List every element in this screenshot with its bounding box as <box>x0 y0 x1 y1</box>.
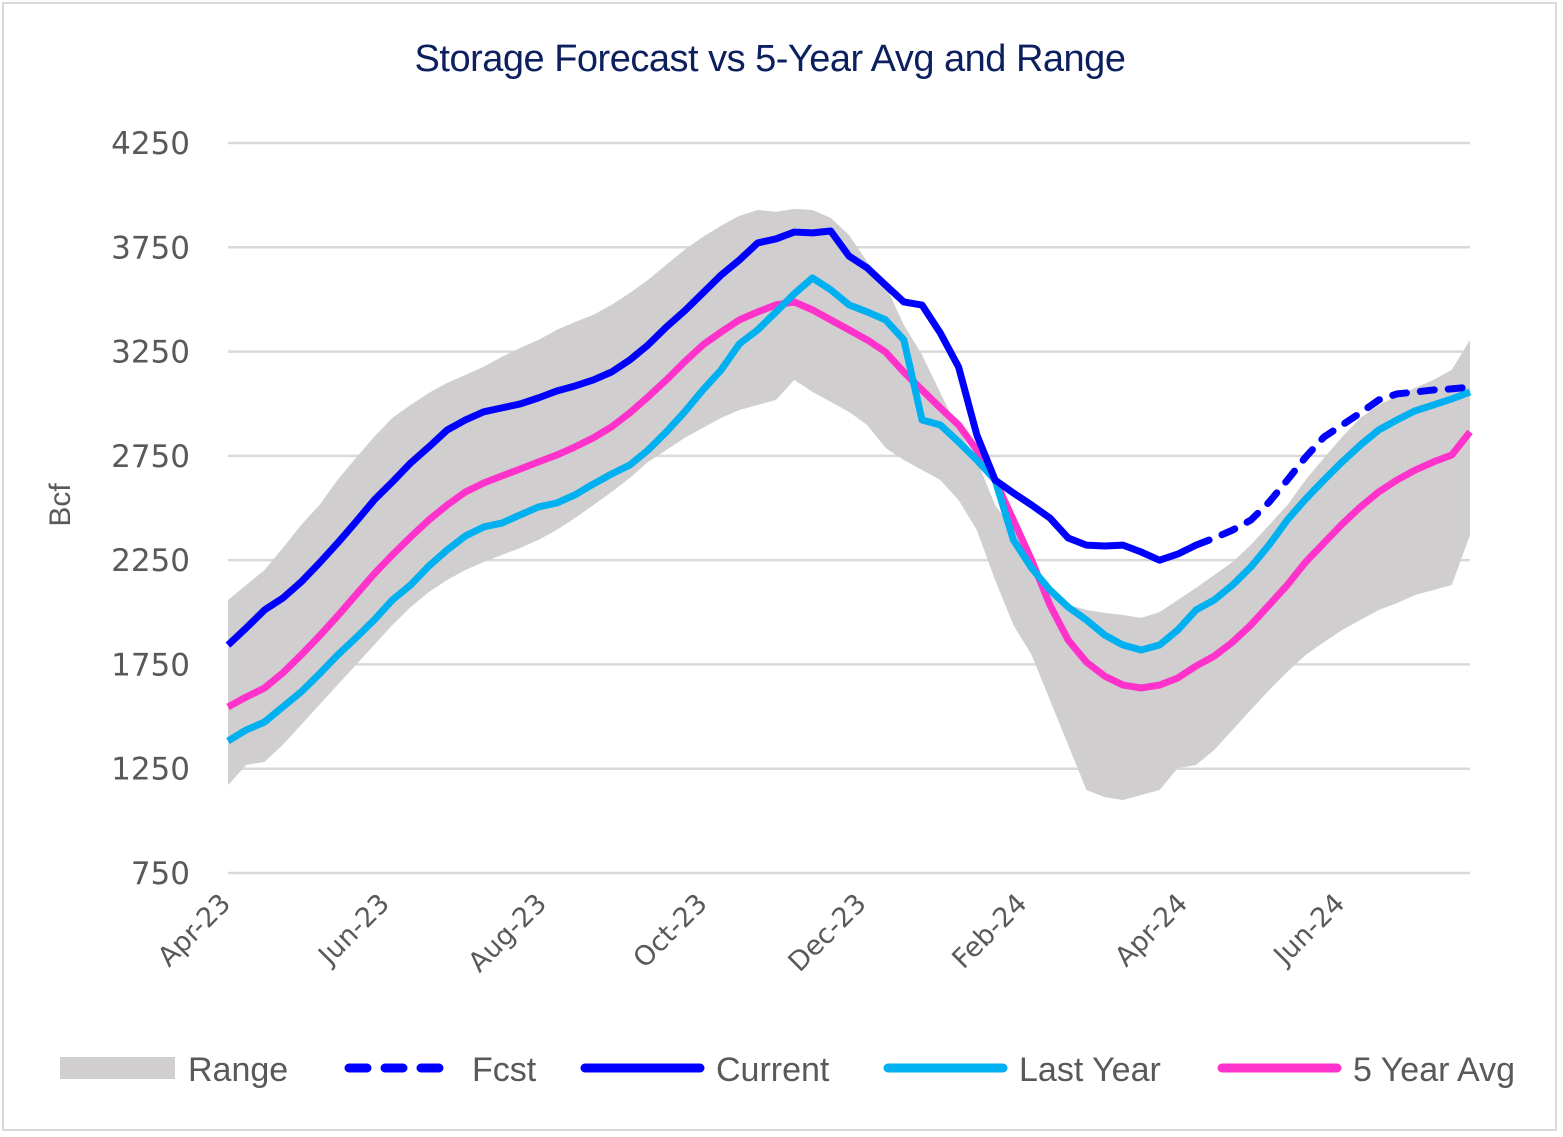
chart-title: Storage Forecast vs 5-Year Avg and Range <box>414 38 1126 80</box>
y-tick-label: 2750 <box>111 439 190 475</box>
x-tick-label: Apr-24 <box>1109 888 1194 973</box>
legend-item-current: Current <box>580 1051 830 1089</box>
x-tick-label: Jun-24 <box>1267 888 1351 972</box>
legend-item-fcst: Fcst <box>344 1051 537 1089</box>
series-range-band <box>228 208 1470 800</box>
y-tick-label: 2250 <box>111 543 190 579</box>
x-tick-label: Aug-23 <box>463 888 553 978</box>
x-tick-label: Jun-23 <box>311 888 395 972</box>
y-tick-label: 3750 <box>111 230 190 266</box>
series-avg5-line <box>226 298 1473 711</box>
y-axis-ticks: 750 1250 1750 2250 2750 3250 3750 4250 <box>111 126 190 892</box>
y-tick-label: 1750 <box>111 647 190 683</box>
x-tick-label: Dec-23 <box>783 888 873 978</box>
legend-item-avg5: 5 Year Avg <box>1217 1051 1515 1089</box>
legend-item-last-year: Last Year <box>883 1051 1161 1089</box>
legend-label: Last Year <box>1019 1051 1161 1089</box>
y-tick-label: 750 <box>131 856 190 892</box>
series-fcst-line <box>1192 383 1474 549</box>
legend-swatch <box>60 1057 175 1079</box>
series-current-line <box>225 227 1198 648</box>
y-tick-label: 1250 <box>111 752 190 788</box>
y-tick-label: 4250 <box>111 126 190 162</box>
y-axis-label: Bcf <box>44 483 77 527</box>
series-last-year-line <box>226 274 1472 744</box>
legend-label: Fcst <box>472 1051 537 1089</box>
legend-label: Current <box>716 1051 830 1089</box>
legend-item-range: Range <box>60 1051 288 1089</box>
x-tick-label: Oct-23 <box>628 888 714 974</box>
y-tick-label: 3250 <box>111 335 190 371</box>
x-axis-ticks: Apr-23 Jun-23 Aug-23 Oct-23 Dec-23 Feb-24 Apr-… <box>152 888 1351 978</box>
legend-label: Range <box>188 1051 288 1089</box>
legend: Range Fcst Current Last Year 5 Year Avg <box>60 1051 1515 1089</box>
x-tick-label: Apr-23 <box>152 888 237 973</box>
x-tick-label: Feb-24 <box>946 888 1033 975</box>
legend-label: 5 Year Avg <box>1353 1051 1515 1089</box>
series-layer <box>225 208 1474 800</box>
